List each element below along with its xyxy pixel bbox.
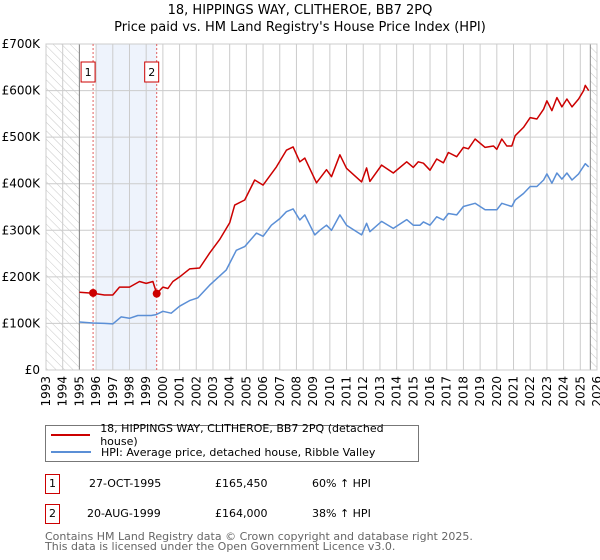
x-tick-label: 2015 <box>406 376 420 407</box>
x-tick-label: 2001 <box>173 376 187 407</box>
x-tick-label: 1997 <box>106 376 120 407</box>
x-tick-label: 1995 <box>72 376 86 407</box>
transaction-row: 2 20-AUG-1999 £164,000 38% ↑ HPI <box>45 504 465 524</box>
x-tick-label: 1998 <box>122 376 136 407</box>
y-tick-label: £400K <box>2 177 42 191</box>
x-tick-label: 2007 <box>273 376 287 407</box>
x-tick-label: 2002 <box>189 376 203 407</box>
x-tick-label: 2024 <box>557 376 571 407</box>
legend: 18, HIPPINGS WAY, CLITHEROE, BB7 2PQ (de… <box>45 422 419 462</box>
transaction-hpi: 60% ↑ HPI <box>312 477 371 490</box>
sale-label: 1 <box>85 66 92 79</box>
footer-licence: This data is licensed under the Open Gov… <box>45 540 396 553</box>
footer-copyright: Contains HM Land Registry data © Crown c… <box>45 530 473 543</box>
transaction-price: £164,000 <box>215 507 268 520</box>
x-tick-label: 2012 <box>356 376 370 407</box>
x-tick-label: 2019 <box>473 376 487 407</box>
x-tick-label: 2017 <box>440 376 454 407</box>
x-tick-label: 2013 <box>373 376 387 407</box>
x-tick-label: 2026 <box>590 376 600 407</box>
x-tick-label: 2014 <box>390 376 404 407</box>
y-tick-label: £700K <box>2 37 42 51</box>
sale-label-box <box>80 61 96 83</box>
x-tick-label: 1994 <box>56 376 70 407</box>
x-tick-label: 2011 <box>340 376 354 407</box>
plot-border <box>45 43 598 371</box>
x-tick-label: 2022 <box>523 376 537 407</box>
no-data-hatch <box>590 44 597 370</box>
sale-point <box>152 289 161 298</box>
legend-label: 18, HIPPINGS WAY, CLITHEROE, BB7 2PQ (de… <box>100 422 384 448</box>
x-tick-label: 2021 <box>507 376 521 407</box>
chart-title: 18, HIPPINGS WAY, CLITHEROE, BB7 2PQ <box>167 3 433 18</box>
y-tick-label: £0 <box>25 363 40 377</box>
legend-line-blue <box>51 451 91 453</box>
x-tick-label: 2009 <box>306 376 320 407</box>
sale-period-shading <box>96 44 157 370</box>
legend-line-red <box>51 434 91 436</box>
x-tick-label: 1996 <box>89 376 103 407</box>
x-tick-label: 2006 <box>256 376 270 407</box>
transaction-row: 1 27-OCT-1995 £165,450 60% ↑ HPI <box>45 474 465 494</box>
x-tick-label: 2008 <box>289 376 303 407</box>
y-tick-label: £500K <box>2 130 42 144</box>
legend-item-property: 18, HIPPINGS WAY, CLITHEROE, BB7 2PQ (de… <box>51 422 418 448</box>
sale-label: 2 <box>148 66 155 79</box>
x-tick-label: 1993 <box>39 376 53 407</box>
sale-label-box <box>144 61 160 83</box>
y-tick-label: £200K <box>2 270 42 284</box>
x-tick-label: 2003 <box>206 376 220 407</box>
x-tick-label: 2010 <box>323 376 337 407</box>
price-chart: 1993 1994 1995 1996 1997 1998 1999 2000 2001 2002… <box>2 37 600 407</box>
legend-label: HPI: Average price, detached house, Ribb… <box>101 445 376 459</box>
y-tick-label: £300K <box>2 223 42 237</box>
legend-item-hpi: HPI: Average price, detached house, Ribb… <box>51 444 375 460</box>
chart-subtitle: Price paid vs. HM Land Registry's House … <box>114 20 486 35</box>
x-tick-label: 2016 <box>423 376 437 407</box>
transaction-date: 27-OCT-1995 <box>89 477 162 490</box>
x-tick-label: 2020 <box>490 376 504 407</box>
x-tick-label: 1999 <box>139 376 153 407</box>
x-tick-label: 2018 <box>456 376 470 407</box>
transaction-date: 20-AUG-1999 <box>87 507 161 520</box>
marker-badge: 2 <box>45 504 60 524</box>
x-tick-label: 2025 <box>573 376 587 407</box>
series-line <box>79 162 590 325</box>
x-tick-label: 2005 <box>239 376 253 407</box>
series-line <box>79 84 590 296</box>
marker-badge: 1 <box>45 474 60 494</box>
x-tick-label: 2023 <box>540 376 554 407</box>
y-tick-label: £600K <box>2 84 42 98</box>
sale-point <box>89 288 98 297</box>
x-tick-label: 2004 <box>223 376 237 407</box>
transaction-price: £165,450 <box>215 477 268 490</box>
transaction-hpi: 38% ↑ HPI <box>312 507 371 520</box>
y-tick-label: £100K <box>2 316 42 330</box>
x-tick-label: 2000 <box>156 376 170 407</box>
